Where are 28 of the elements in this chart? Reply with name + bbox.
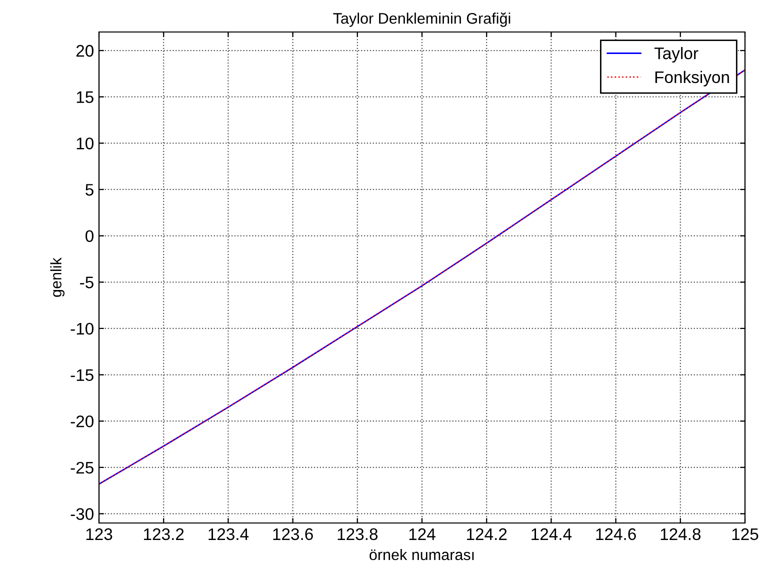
legend-label: Fonksiyon	[655, 70, 729, 86]
x-tick-label: 124.2	[467, 528, 507, 540]
x-tick-label: 123	[86, 528, 112, 540]
y-tick-label: 10	[76, 138, 94, 150]
x-tick-label: 123.8	[338, 528, 378, 540]
y-tick-label: -25	[70, 462, 94, 474]
x-tick-label: 124.6	[596, 528, 636, 540]
x-tick-label: 123.6	[273, 528, 313, 540]
y-tick-label: 5	[86, 184, 94, 196]
y-tick-label: 20	[76, 44, 94, 57]
y-tick-label: 15	[76, 91, 94, 104]
x-tick-label: 123.4	[208, 528, 249, 540]
y-tick-label: -30	[70, 508, 94, 520]
line-series	[99, 69, 745, 485]
x-tick-label: 124.8	[660, 528, 701, 540]
x-tick-label: 124	[409, 528, 436, 540]
y-tick-label: -15	[70, 369, 94, 381]
y-tick-label: 0	[86, 230, 94, 242]
y-tick-label: -10	[70, 322, 94, 335]
chart-title: Taylor Denkleminin Grafiği	[333, 12, 510, 27]
x-axis-title: örnek numarası	[370, 548, 474, 560]
y-axis-title: genlik	[50, 258, 64, 297]
y-tick-label: -5	[80, 276, 94, 288]
y-tick-label: -20	[70, 415, 94, 428]
x-tick-label: 125	[732, 528, 758, 540]
x-tick-label: 123.2	[144, 528, 184, 540]
legend-label: Taylor	[654, 47, 698, 63]
x-tick-label: 124.4	[532, 528, 572, 540]
